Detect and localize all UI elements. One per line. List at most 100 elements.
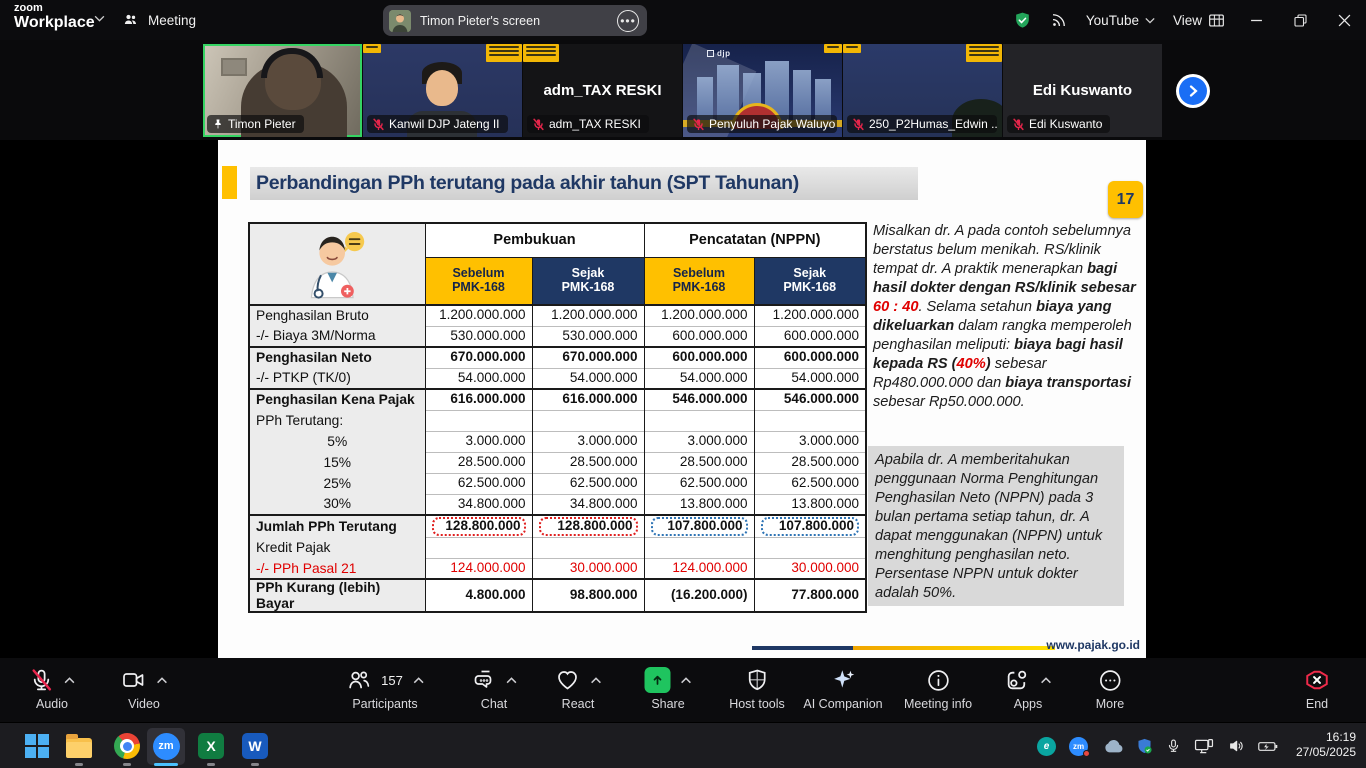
cell-value: 600.000.000	[753, 346, 867, 368]
event-badge	[486, 44, 522, 62]
chevron-up-icon[interactable]	[157, 676, 168, 684]
security-shield-icon[interactable]	[1136, 737, 1153, 755]
folder-icon	[66, 734, 92, 758]
cell-value: 1.200.000.000	[753, 305, 867, 326]
cell-value	[531, 536, 645, 559]
chevron-up-icon[interactable]	[591, 676, 602, 684]
participant-head	[426, 70, 458, 106]
table-row: Penghasilan Neto 670.000.000 670.000.000 60…	[248, 346, 867, 368]
workspace-chevron-down-icon[interactable]	[94, 15, 105, 22]
cell-value: 616.000.000	[531, 388, 645, 410]
window-close-button[interactable]	[1322, 0, 1366, 40]
shared-screen-pill[interactable]: Timon Pieter's screen •••	[383, 5, 647, 36]
video-tile-250-p2humas-edwin[interactable]: 250_P2Humas_Edwin ...	[843, 44, 1002, 137]
window-title-bar: zoom Workplace Meeting Timon Pieter's sc…	[0, 0, 1366, 40]
table-row: Penghasilan Bruto 1.200.000.000 1.200.000.…	[248, 305, 867, 326]
chevron-up-icon[interactable]	[681, 676, 692, 684]
tab-meeting[interactable]: Meeting	[122, 8, 196, 32]
djp-logo: djp	[707, 49, 731, 58]
react-button[interactable]: React	[555, 666, 602, 711]
cell-value: 128.800.000	[531, 513, 645, 538]
chevron-right-icon	[1179, 77, 1207, 105]
security-shield-check-icon[interactable]	[1004, 0, 1041, 40]
host-tools-button[interactable]: Host tools	[729, 666, 785, 711]
note-text-segment: memberitahukan penggunaan Norma Penghitu…	[875, 452, 1099, 506]
mic-muted-icon	[692, 118, 705, 131]
row-label: PPh Kurang (lebih) Bayar	[248, 578, 426, 612]
video-tile-kanwil-djp-jateng-ii[interactable]: Kanwil DJP Jateng II	[363, 44, 522, 137]
view-menu[interactable]: View	[1164, 0, 1234, 40]
cell-value: 77.800.000	[753, 578, 867, 612]
next-page-participants-button[interactable]	[1176, 74, 1210, 108]
display-icon[interactable]	[1194, 738, 1214, 755]
zoom-tray-icon[interactable]: zm	[1069, 736, 1090, 757]
taskbar-word-button[interactable]: W	[240, 731, 270, 761]
table-row: 30% 34.800.000 34.800.000 13.800.000 13.800.…	[248, 493, 867, 515]
microphone-icon[interactable]	[1166, 737, 1181, 755]
windows-start-icon	[25, 734, 49, 758]
video-tile-penyuluh-pajak-waluyo[interactable]: djp Penyuluh Pajak Waluyo	[683, 44, 842, 137]
audio-button[interactable]: Audio	[29, 666, 75, 711]
live-stream-broadcast-icon[interactable]	[1041, 0, 1077, 40]
slide-page-number: 17	[1108, 181, 1143, 218]
participants-icon	[346, 668, 371, 692]
video-button[interactable]: Video	[121, 666, 168, 711]
running-indicator	[75, 763, 83, 766]
taskbar-chrome-button[interactable]	[112, 731, 142, 761]
building	[697, 77, 713, 125]
chat-button[interactable]: Chat	[471, 666, 517, 711]
shield-icon	[745, 668, 769, 692]
note-text-segment: )	[985, 356, 991, 372]
more-button[interactable]: More	[1096, 666, 1124, 711]
youtube-live-menu[interactable]: YouTube	[1077, 0, 1164, 40]
note-text-segment: 40%	[956, 356, 986, 372]
cell-value: 530.000.000	[531, 325, 645, 347]
more-icon	[1097, 668, 1122, 693]
eset-icon[interactable]: e	[1037, 736, 1056, 756]
apps-icon	[1005, 668, 1031, 693]
footer-bar-gold	[853, 646, 1055, 650]
youtube-label: YouTube	[1085, 12, 1139, 28]
slide-title: Perbandingan PPh terutang pada akhir tah…	[256, 172, 799, 194]
row-label: -/- PTKP (TK/0)	[248, 368, 426, 389]
video-tile-timon-pieter[interactable]: Timon Pieter	[203, 44, 362, 137]
end-button[interactable]: End	[1304, 666, 1330, 711]
row-label: 30%	[248, 494, 426, 515]
battery-icon[interactable]	[1258, 740, 1278, 753]
taskbar-excel-button[interactable]: X	[196, 731, 226, 761]
table-row: -/- PPh Pasal 21 124.000.000 30.000.000 124…	[248, 557, 867, 580]
chevron-up-icon[interactable]	[413, 676, 424, 684]
chevron-up-icon[interactable]	[64, 676, 75, 684]
speaker-icon[interactable]	[1227, 738, 1245, 754]
note-text-segment: Apabila dr. A	[875, 452, 961, 468]
cell-value: 1.200.000.000	[531, 305, 645, 326]
running-indicator	[251, 763, 259, 766]
note-text-segment: biaya bagi hasil kepada RS (	[873, 337, 1123, 372]
onedrive-icon[interactable]	[1101, 739, 1123, 754]
meeting-info-button[interactable]: Meeting info	[904, 666, 972, 711]
taskbar-explorer-button[interactable]	[64, 731, 94, 761]
participants-button[interactable]: 157 Participants	[346, 666, 424, 711]
excel-icon: X	[198, 733, 224, 759]
cell-value: 107.800.000	[643, 513, 755, 538]
brand-workplace: Workplace	[14, 14, 95, 31]
chevron-up-icon[interactable]	[506, 676, 517, 684]
chevron-up-icon[interactable]	[1041, 676, 1052, 684]
share-button[interactable]: Share	[644, 666, 692, 711]
participant-name-label: 250_P2Humas_Edwin ...	[847, 115, 997, 133]
presentation-slide: Perbandingan PPh terutang pada akhir tah…	[218, 140, 1146, 658]
window-restore-button[interactable]	[1278, 0, 1322, 40]
wall-frame	[221, 58, 247, 76]
screen-options-ellipsis-icon[interactable]: •••	[617, 9, 639, 32]
cell-value: 13.800.000	[643, 493, 755, 515]
cell-value: 124.000.000	[643, 557, 755, 580]
apps-button[interactable]: Apps	[1005, 666, 1052, 711]
video-tile-adm-tax-reski[interactable]: adm_TAX RESKI adm_TAX RESKI	[523, 44, 682, 137]
participant-name-label: Edi Kuswanto	[1007, 115, 1111, 133]
taskbar-start-button[interactable]	[22, 731, 52, 761]
ai-companion-button[interactable]: AI Companion	[803, 666, 883, 711]
taskbar-zoom-button[interactable]: zm	[151, 731, 181, 761]
window-minimize-button[interactable]	[1234, 0, 1278, 40]
taskbar-clock[interactable]: 16:19 27/05/2025	[1296, 730, 1356, 760]
video-tile-edi-kuswanto[interactable]: Edi Kuswanto Edi Kuswanto	[1003, 44, 1162, 137]
